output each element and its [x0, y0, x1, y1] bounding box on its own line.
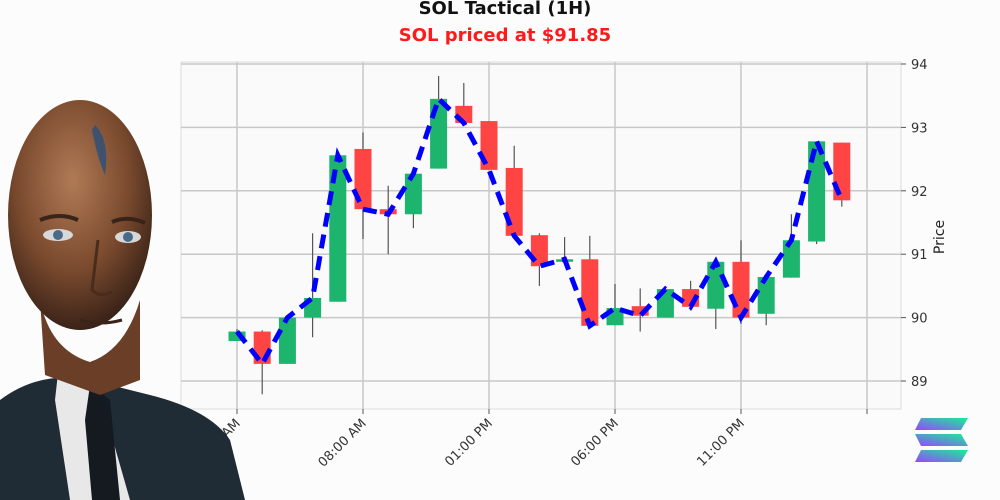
candle-up	[404, 173, 422, 215]
candle-up	[757, 277, 775, 314]
x-tick-label: 08:00 AM	[316, 416, 370, 470]
candle-up	[228, 331, 246, 342]
candle-up	[808, 141, 826, 242]
chart-title: SOL Tactical (1H)	[418, 0, 592, 19]
close-price-line	[235, 94, 845, 369]
candle-down	[354, 148, 372, 210]
y-tick-label: 89	[911, 375, 928, 390]
candle-up	[707, 261, 725, 309]
y-axis-label: Price	[932, 220, 948, 254]
candle-up	[782, 240, 800, 278]
x-tick-label: 11:00 PM	[694, 416, 747, 469]
candle-up	[278, 317, 296, 364]
x-tick-label: 06:00 PM	[568, 416, 621, 469]
y-tick-label: 94	[911, 58, 928, 73]
x-tick-label: 01:00 PM	[442, 416, 495, 469]
y-tick-label: 93	[911, 121, 928, 136]
y-tick-label: 91	[911, 248, 928, 263]
candle-down	[631, 306, 649, 316]
candle-down	[581, 259, 599, 326]
person-illustration	[0, 100, 245, 500]
y-tick-label: 90	[911, 312, 928, 327]
solana-logo-icon	[915, 418, 968, 462]
chart-subtitle: SOL priced at $91.85	[398, 25, 612, 46]
y-tick-label: 92	[911, 185, 928, 200]
